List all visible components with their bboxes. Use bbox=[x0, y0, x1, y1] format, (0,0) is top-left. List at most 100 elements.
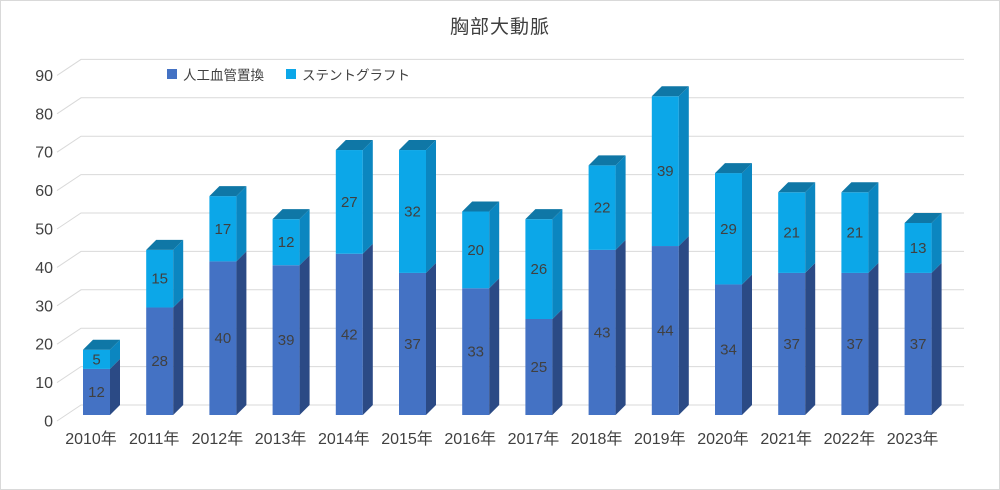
bar-segment bbox=[651, 246, 679, 415]
legend-label-replacement: 人工血管置換 bbox=[183, 68, 264, 83]
bar-segment-top bbox=[588, 155, 626, 166]
bar-segment-side bbox=[615, 155, 626, 250]
bar-value-label: 22 bbox=[594, 200, 611, 217]
bar-segment bbox=[715, 284, 742, 415]
bar-segment bbox=[335, 150, 363, 254]
bar-segment-top bbox=[525, 209, 563, 220]
x-axis-label: 2020年 bbox=[697, 430, 749, 448]
x-axis-label: 2011年 bbox=[129, 430, 179, 448]
bar-segment-top bbox=[209, 186, 247, 197]
bar-segment-top bbox=[272, 209, 310, 220]
bar-segment-side bbox=[552, 309, 563, 415]
bar-value-label: 17 bbox=[215, 221, 232, 238]
y-axis-label: 30 bbox=[35, 298, 53, 315]
bar-segment-side bbox=[110, 358, 120, 415]
x-axis-label: 2015年 bbox=[381, 430, 433, 448]
bar-segment bbox=[462, 288, 490, 415]
bar-segment-top bbox=[904, 213, 942, 223]
bar-segment bbox=[525, 319, 553, 415]
bar-segment bbox=[399, 150, 426, 273]
bar-value-label: 12 bbox=[88, 384, 105, 401]
bar-segment-side bbox=[173, 239, 184, 308]
bar-value-label: 42 bbox=[341, 326, 358, 343]
bar-segment bbox=[272, 219, 300, 266]
bar-segment bbox=[841, 272, 869, 415]
legend-label-stentgraft: ステントグラフト bbox=[302, 68, 410, 83]
x-axis-label: 2017年 bbox=[508, 430, 560, 448]
gridline bbox=[56, 366, 964, 384]
y-axis-label: 90 bbox=[35, 68, 53, 85]
bar-segment-side bbox=[552, 209, 563, 319]
bar-value-label: 5 bbox=[92, 351, 100, 368]
bar-segment bbox=[904, 272, 932, 415]
bar-value-label: 27 bbox=[341, 194, 358, 211]
x-axis-label: 2012年 bbox=[192, 430, 244, 448]
y-axis-label: 70 bbox=[35, 145, 53, 162]
bar-segment-side bbox=[931, 262, 942, 415]
bar-segment-side bbox=[236, 186, 247, 262]
bar-segment-side bbox=[615, 239, 626, 415]
bar-value-label: 29 bbox=[720, 221, 737, 238]
bar-segment-top bbox=[651, 86, 689, 97]
bar-segment-side bbox=[489, 201, 500, 289]
bar-segment bbox=[778, 272, 806, 415]
bar-segment-side bbox=[805, 182, 816, 273]
bar-value-label: 12 bbox=[278, 234, 295, 251]
bar-segment bbox=[778, 192, 806, 273]
bar-segment bbox=[83, 349, 110, 369]
bar-segment bbox=[841, 192, 869, 273]
bar-segment bbox=[462, 211, 490, 289]
bar-segment-side bbox=[868, 262, 879, 415]
bar-segment-top bbox=[462, 201, 500, 212]
x-axis-label: 2022年 bbox=[824, 430, 876, 448]
bar-segment-side bbox=[742, 163, 752, 285]
y-axis-label: 50 bbox=[35, 222, 53, 239]
bar-value-label: 44 bbox=[657, 323, 674, 340]
gridline bbox=[56, 289, 964, 307]
bar-value-label: 37 bbox=[910, 336, 927, 353]
gridline bbox=[56, 212, 964, 230]
bar-value-label: 37 bbox=[847, 336, 864, 353]
bar-segment-top bbox=[83, 339, 120, 350]
bar-segment-side bbox=[805, 262, 816, 415]
x-axis-label: 2010年 bbox=[65, 430, 117, 448]
x-axis-label: 2023年 bbox=[887, 430, 939, 448]
x-axis-label: 2019年 bbox=[634, 430, 686, 448]
bar-segment-top bbox=[335, 140, 373, 151]
bar-segment bbox=[146, 307, 174, 415]
bar-segment bbox=[525, 219, 553, 319]
bar-segment-side bbox=[362, 140, 373, 254]
bar-segment bbox=[209, 196, 237, 262]
bar-segment-side bbox=[110, 339, 120, 369]
y-axis-label: 40 bbox=[35, 260, 53, 277]
bar-value-label: 25 bbox=[531, 359, 548, 376]
gridline bbox=[56, 404, 964, 422]
bar-segment-side bbox=[742, 274, 752, 415]
bar-segment-side bbox=[426, 140, 436, 273]
bar-segment-top bbox=[841, 182, 879, 193]
gridline bbox=[56, 174, 964, 192]
bar-segment-side bbox=[489, 278, 500, 415]
bar-value-label: 40 bbox=[215, 330, 232, 347]
bar-segment-side bbox=[426, 262, 436, 415]
y-axis-label: 80 bbox=[35, 106, 53, 123]
bar-value-label: 20 bbox=[467, 242, 484, 259]
legend-item-replacement: 人工血管置換 bbox=[167, 64, 264, 84]
y-axis-label: 20 bbox=[35, 337, 53, 354]
bar-value-label: 26 bbox=[531, 261, 548, 278]
bar-segment-side bbox=[678, 86, 689, 247]
bar-segment-side bbox=[868, 182, 879, 273]
bar-segment bbox=[83, 368, 110, 415]
bar-segment bbox=[272, 265, 300, 415]
bar-value-label: 37 bbox=[404, 336, 421, 353]
x-axis-label: 2013年 bbox=[255, 430, 307, 448]
legend-item-stentgraft: ステントグラフト bbox=[286, 64, 410, 84]
bar-value-label: 37 bbox=[783, 336, 800, 353]
bar-segment bbox=[588, 165, 616, 250]
bar-segment-side bbox=[299, 209, 310, 266]
legend: 人工血管置換 ステントグラフト bbox=[167, 64, 410, 84]
x-axis-label: 2021年 bbox=[760, 430, 812, 448]
bar-value-label: 34 bbox=[720, 342, 737, 359]
